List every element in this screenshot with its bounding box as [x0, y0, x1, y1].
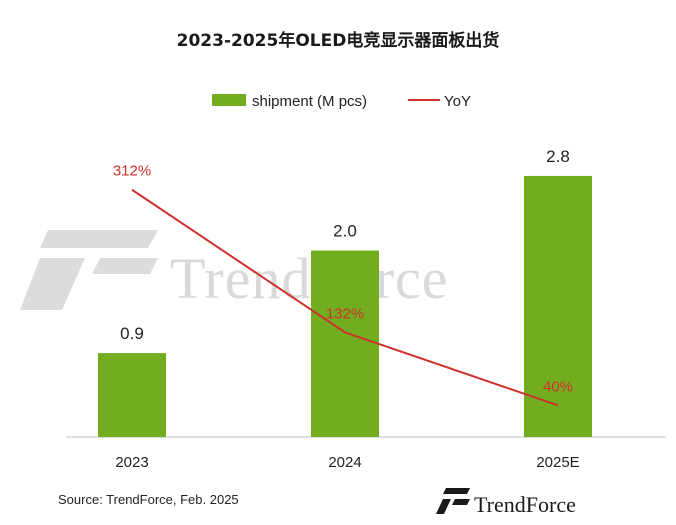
bar-2025E [524, 175, 592, 438]
bar-series [98, 175, 592, 438]
yoy-series: 312% 132% 40% [113, 163, 573, 407]
yoy-value-label: 132% [326, 305, 364, 322]
bar-value-label: 0.9 [120, 324, 144, 343]
x-tick-label: 2024 [328, 454, 361, 471]
bar-value-label: 2.0 [333, 222, 357, 241]
bar-2023 [98, 353, 166, 437]
watermark-text: TrendForce [170, 246, 449, 311]
trendforce-logo-icon [436, 488, 470, 514]
x-tick-label: 2025E [536, 454, 579, 471]
yoy-value-label: 312% [113, 163, 151, 180]
legend-swatch-shipment [212, 94, 246, 106]
watermark-logo-icon [20, 230, 158, 310]
logo-text: TrendForce [474, 492, 576, 517]
watermark: TrendForce [20, 230, 449, 311]
bar-value-label: 2.8 [546, 147, 570, 166]
yoy-line [131, 188, 559, 407]
x-axis-ticks: 2023 2024 2025E [115, 454, 579, 471]
x-tick-label: 2023 [115, 454, 148, 471]
chart-title: 2023-2025年OLED电竞显示器面板出货 [177, 30, 500, 51]
bar-value-labels: 0.9 2.0 2.8 [120, 147, 570, 343]
legend: shipment (M pcs) YoY [212, 93, 471, 110]
legend-label-yoy: YoY [444, 93, 471, 110]
legend-label-shipment: shipment (M pcs) [252, 93, 367, 110]
source-note: Source: TrendForce, Feb. 2025 [58, 492, 239, 507]
trendforce-logo: TrendForce [436, 488, 576, 517]
bar-2024 [311, 250, 379, 437]
yoy-value-label: 40% [543, 378, 573, 395]
